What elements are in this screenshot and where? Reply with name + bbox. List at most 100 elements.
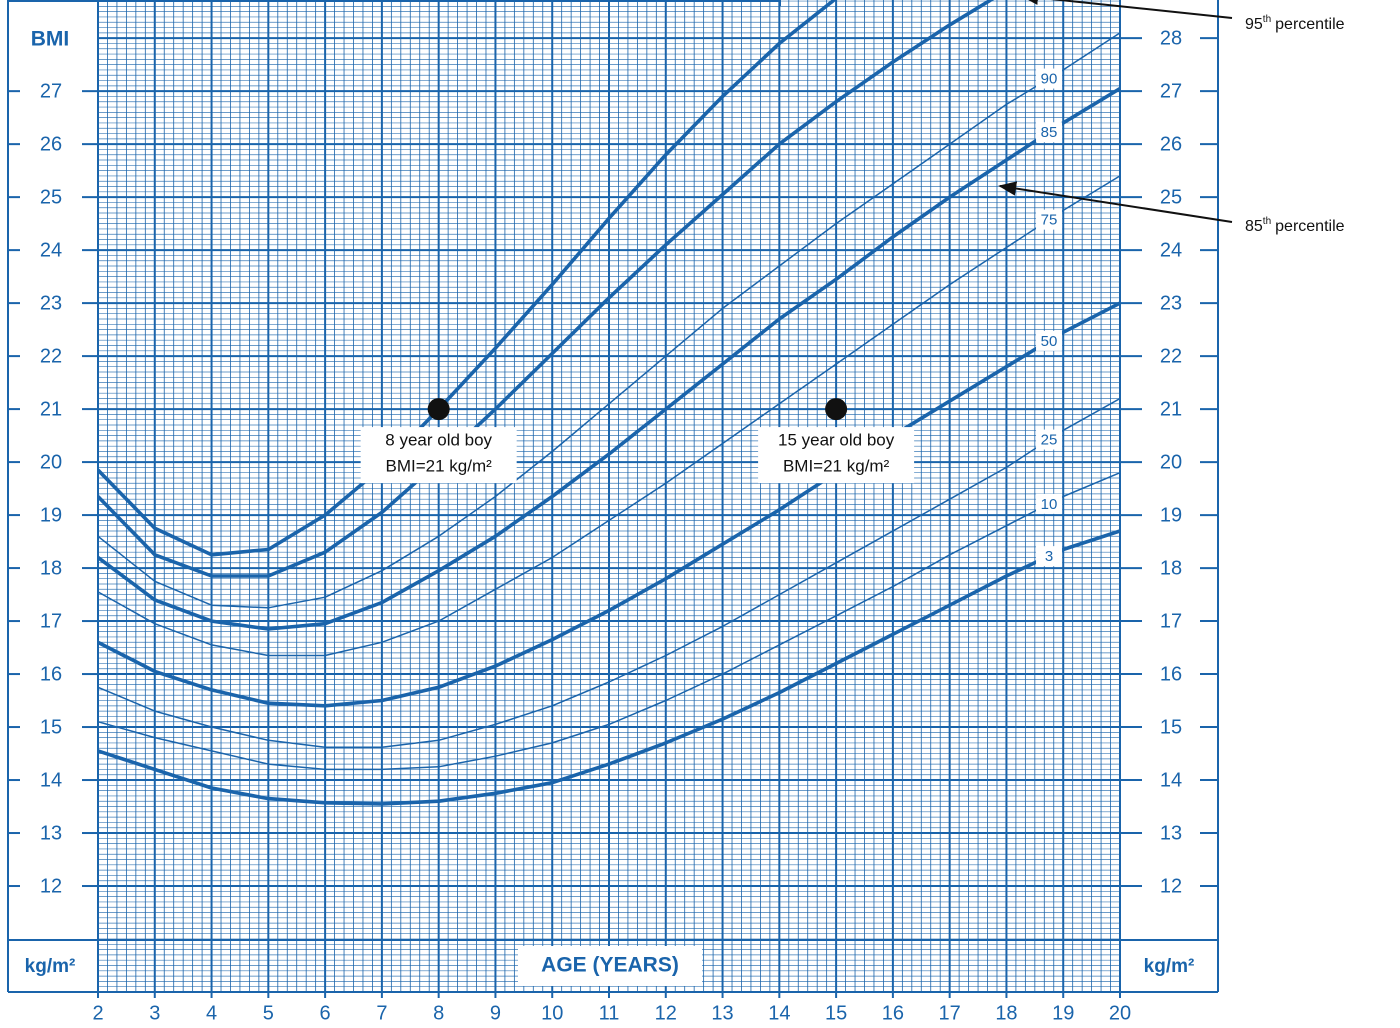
point	[825, 398, 848, 421]
unit-label: kg/m²	[25, 956, 76, 977]
annotation-sup: th	[1263, 14, 1271, 25]
annotation-number: 95	[1245, 16, 1263, 33]
label-bg	[1036, 330, 1063, 351]
y-tick-label: 26	[1160, 133, 1182, 155]
x-axis-label: AGE (YEARS)	[541, 954, 679, 977]
grid	[97, 0, 1121, 993]
label-bg	[360, 427, 517, 484]
point-label: 15 year old boy	[778, 431, 895, 450]
annotation-sup: th	[1263, 216, 1271, 227]
x-tick-label: 11	[599, 1002, 620, 1024]
percentile-line	[98, 175, 1120, 657]
arrow	[1020, 0, 1233, 19]
x-tick-label: 3	[149, 1002, 160, 1024]
y-tick-label: 18	[40, 557, 62, 579]
lines	[98, 0, 1120, 806]
percentile-label: 10	[1041, 496, 1058, 513]
annotation-suffix: percentile	[1275, 218, 1344, 235]
percentile-label: 50	[1041, 333, 1058, 350]
y-tick-label: 24	[1160, 239, 1182, 261]
point-label: BMI=21 kg/m²	[783, 457, 890, 476]
x-tick-label: 14	[768, 1002, 790, 1024]
x-tick-label: 4	[206, 1002, 217, 1024]
x-tick-label: 2	[92, 1002, 103, 1024]
percentile-line	[98, 472, 1120, 771]
x-tick-label: 7	[376, 1002, 387, 1024]
label-bg	[1036, 68, 1063, 89]
x-tick-label: 13	[711, 1002, 733, 1024]
y-tick-label: 14	[1160, 769, 1182, 791]
percentile-line	[98, 86, 1120, 631]
point-label: BMI=21 kg/m²	[386, 457, 493, 476]
percentile-label: 85	[1041, 124, 1058, 141]
y-tick-label: 19	[1160, 504, 1182, 526]
y-tick-label: 19	[40, 504, 62, 526]
x-tick-label: 20	[1109, 1002, 1131, 1024]
label-bg	[1036, 429, 1063, 450]
y-tick-label: 17	[1160, 610, 1182, 632]
y-tick-label: 24	[40, 239, 62, 261]
y-tick-label: 23	[40, 292, 62, 314]
x-tick-label: 8	[433, 1002, 444, 1024]
percentile-line	[98, 0, 995, 578]
y-tick-label: 13	[1160, 822, 1182, 844]
arrow	[998, 181, 1233, 223]
percentile-label: 3	[1045, 548, 1053, 565]
x-tick-label: 17	[939, 1002, 961, 1024]
point	[427, 398, 450, 421]
y-tick-label: 21	[1160, 398, 1182, 420]
y-tick-label: 27	[1160, 80, 1182, 102]
annotation: 95th percentile	[1245, 14, 1345, 34]
y-tick-label: 20	[1160, 451, 1182, 473]
y-tick-label: 23	[1160, 292, 1182, 314]
x-tick-label: 6	[320, 1002, 331, 1024]
y-tick-label: 12	[40, 875, 62, 897]
y-tick-label: 26	[40, 133, 62, 155]
percentile-line	[98, 32, 1120, 609]
x-tick-label: 9	[490, 1002, 501, 1024]
label-bg	[1036, 546, 1063, 567]
label-bg	[1036, 493, 1063, 514]
y-axis-label: BMI	[31, 28, 70, 51]
y-tick-label: 22	[40, 345, 62, 367]
y-tick-label: 15	[1160, 716, 1182, 738]
y-tick-label: 18	[1160, 557, 1182, 579]
y-tick-label: 25	[1160, 186, 1182, 208]
y-tick-label: 13	[40, 822, 62, 844]
unit-label: kg/m²	[1144, 956, 1195, 977]
y-tick-label: 25	[40, 186, 62, 208]
percentile-line	[98, 0, 837, 557]
x-tick-label: 10	[541, 1002, 563, 1024]
x-tick-label: 18	[995, 1002, 1017, 1024]
y-tick-label: 27	[40, 80, 62, 102]
percentile-label: 75	[1041, 212, 1058, 229]
x-tick-label: 15	[825, 1002, 847, 1024]
label-bg	[758, 427, 915, 484]
frame	[7, 0, 1219, 993]
y-tick-label: 28	[1160, 27, 1182, 49]
y-tick-label: 21	[40, 398, 62, 420]
percentile-label: 90	[1041, 71, 1058, 88]
x-tick-label: 16	[882, 1002, 904, 1024]
x-tick-label: 5	[263, 1002, 274, 1024]
y-tick-label: 15	[40, 716, 62, 738]
label-bg	[1036, 122, 1063, 143]
annotation-suffix: percentile	[1275, 16, 1344, 33]
percentile-label: 25	[1041, 432, 1058, 449]
x-tick-label: 12	[655, 1002, 677, 1024]
percentile-line	[98, 529, 1120, 806]
y-tick-label: 16	[1160, 663, 1182, 685]
percentile-line	[98, 397, 1120, 748]
y-tick-label: 16	[40, 663, 62, 685]
annotation-number: 85	[1245, 218, 1263, 235]
y-tick-label: 14	[40, 769, 62, 791]
point-label: 8 year old boy	[385, 431, 492, 450]
annotation: 85th percentile	[1245, 216, 1345, 236]
y-tick-label: 20	[40, 451, 62, 473]
y-tick-label: 12	[1160, 875, 1182, 897]
x-tick-label: 19	[1052, 1002, 1074, 1024]
percentile-line	[98, 301, 1120, 708]
y-tick-label: 17	[40, 610, 62, 632]
